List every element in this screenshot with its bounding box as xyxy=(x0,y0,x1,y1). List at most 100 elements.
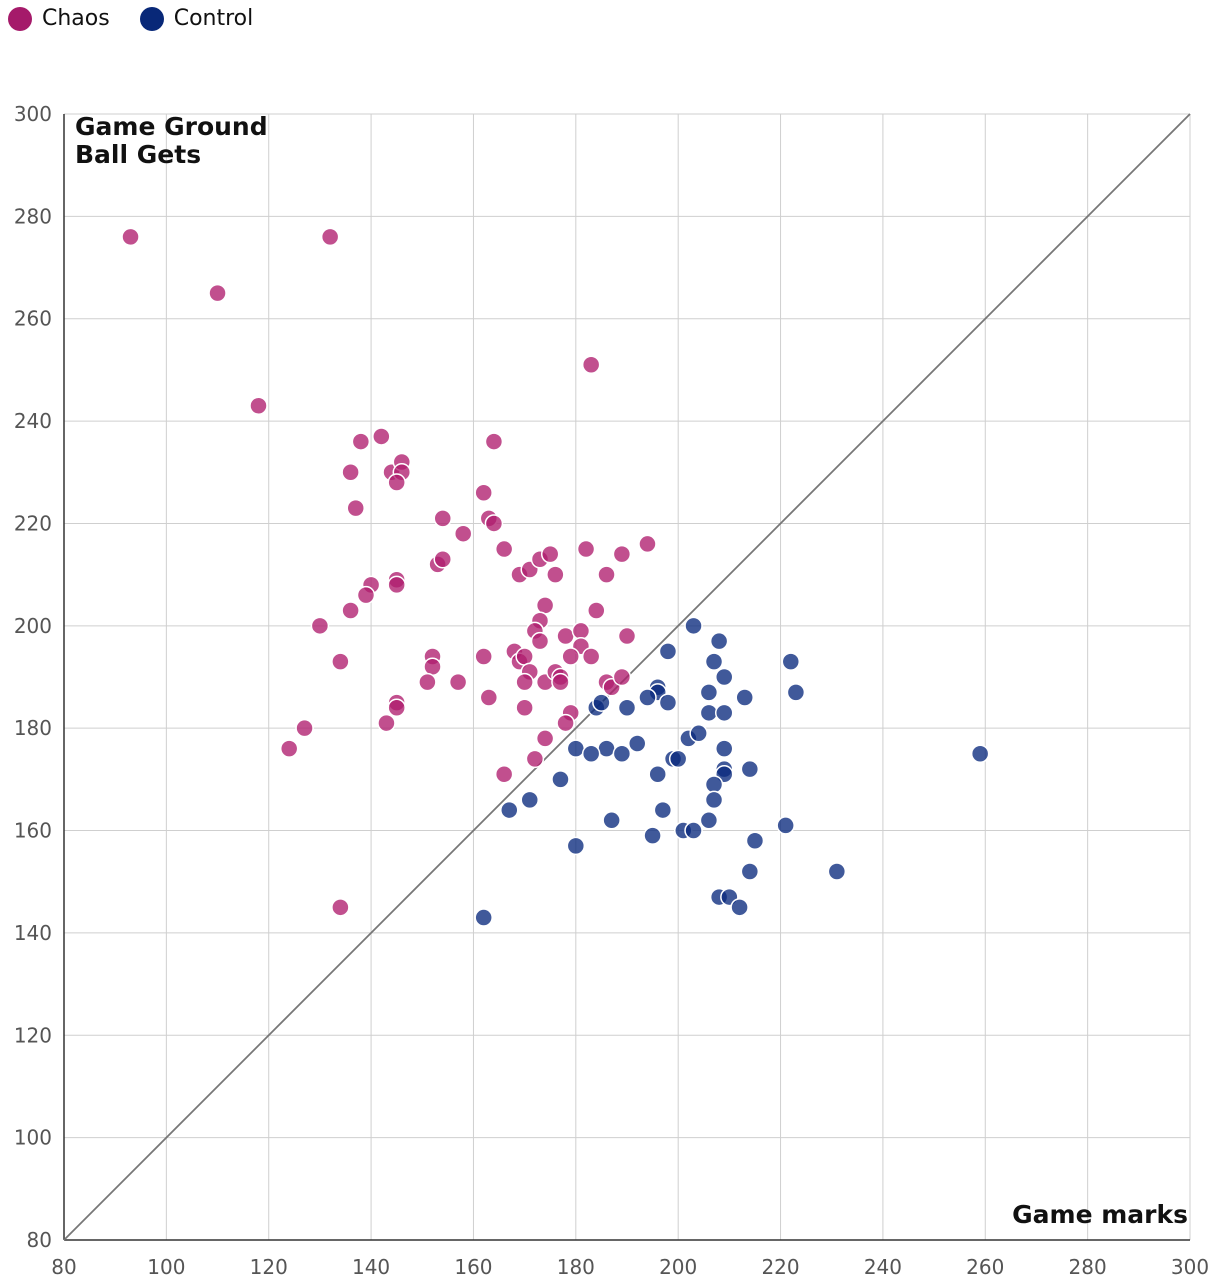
point-control-34 xyxy=(520,790,540,810)
point-control-17 xyxy=(714,703,734,723)
point-chaos-45 xyxy=(546,565,565,584)
y-tick-label-280: 280 xyxy=(14,204,52,228)
point-chaos-40 xyxy=(331,898,350,917)
point-chaos-53 xyxy=(530,631,550,651)
point-control-8 xyxy=(735,688,754,707)
point-chaos-38 xyxy=(474,647,493,666)
point-chaos-69 xyxy=(581,647,601,666)
point-control-46 xyxy=(740,862,760,881)
point-chaos-76 xyxy=(535,729,555,748)
point-control-16 xyxy=(699,703,719,723)
point-chaos-37 xyxy=(448,672,468,692)
x-tick-label-80: 80 xyxy=(51,1255,76,1279)
point-chaos-11 xyxy=(387,473,406,492)
point-chaos-1 xyxy=(208,283,227,303)
y-tick-label-260: 260 xyxy=(14,307,52,331)
point-chaos-61 xyxy=(515,647,534,666)
point-control-38 xyxy=(602,811,621,830)
point-chaos-0 xyxy=(121,227,140,247)
point-chaos-44 xyxy=(540,544,560,564)
point-chaos-33 xyxy=(387,698,406,717)
point-chaos-30 xyxy=(295,718,314,738)
x-tick-label-100: 100 xyxy=(147,1255,185,1279)
point-control-19 xyxy=(689,724,708,743)
x-tick-label-280: 280 xyxy=(1069,1255,1107,1279)
axis-ticks: 80 100 120 140 160 180 200 220 240 260 280 300 80 100… xyxy=(14,102,1209,1279)
point-control-1 xyxy=(709,631,729,651)
point-chaos-12 xyxy=(346,498,365,518)
point-control-43 xyxy=(566,836,586,856)
point-control-11 xyxy=(638,688,657,707)
legend-item-control[interactable]: Control xyxy=(139,6,254,31)
point-chaos-67 xyxy=(551,672,570,692)
y-tick-label-300: 300 xyxy=(14,102,52,126)
legend-swatch-control xyxy=(139,6,164,31)
y-tick-label-100: 100 xyxy=(14,1126,52,1150)
grid xyxy=(63,113,1191,1241)
point-chaos-31 xyxy=(377,713,396,733)
series-chaos xyxy=(121,227,657,917)
point-control-31 xyxy=(704,775,724,794)
point-chaos-49 xyxy=(638,534,657,554)
point-control-20 xyxy=(627,734,647,753)
point-chaos-26 xyxy=(341,601,360,620)
point-control-50 xyxy=(730,898,749,917)
point-control-37 xyxy=(704,790,724,810)
point-chaos-50 xyxy=(535,596,555,615)
x-tick-label-180: 180 xyxy=(557,1255,595,1279)
point-chaos-28 xyxy=(331,652,350,671)
point-chaos-77 xyxy=(525,749,545,769)
point-control-23 xyxy=(581,744,601,764)
point-chaos-15 xyxy=(484,432,504,451)
point-chaos-18 xyxy=(484,514,504,533)
point-control-51 xyxy=(474,908,493,927)
point-control-32 xyxy=(648,764,667,784)
point-control-41 xyxy=(684,821,703,840)
legend: Chaos Control xyxy=(8,6,253,31)
point-control-52 xyxy=(970,744,990,764)
x-tick-label-220: 220 xyxy=(761,1255,799,1279)
y-tick-label-160: 160 xyxy=(14,819,52,843)
point-chaos-35 xyxy=(423,657,442,677)
point-control-13 xyxy=(617,698,637,717)
point-control-22 xyxy=(566,739,586,758)
y-tick-label-80: 80 xyxy=(27,1228,52,1252)
point-control-21 xyxy=(597,739,616,758)
point-chaos-68 xyxy=(561,647,580,666)
y-tick-label-200: 200 xyxy=(14,614,52,638)
point-chaos-47 xyxy=(597,565,616,584)
legend-label-control: Control xyxy=(173,6,254,31)
point-control-47 xyxy=(827,862,847,881)
legend-item-chaos[interactable]: Chaos xyxy=(8,6,110,31)
point-control-30 xyxy=(740,759,760,779)
point-chaos-25 xyxy=(387,575,406,595)
point-chaos-75 xyxy=(556,713,575,733)
point-chaos-55 xyxy=(571,621,591,641)
point-control-2 xyxy=(658,642,678,661)
point-control-4 xyxy=(714,667,734,687)
y-axis-label-line-1: Game Ground xyxy=(75,112,268,141)
point-chaos-23 xyxy=(356,585,376,605)
y-tick-label-240: 240 xyxy=(14,409,52,433)
point-control-24 xyxy=(612,744,632,764)
legend-label-chaos: Chaos xyxy=(42,6,110,31)
point-control-12 xyxy=(658,693,678,712)
point-chaos-21 xyxy=(433,550,452,569)
point-control-44 xyxy=(745,831,765,851)
point-control-7 xyxy=(699,683,719,702)
point-chaos-63 xyxy=(515,672,534,692)
point-chaos-58 xyxy=(617,626,637,646)
y-tick-label-140: 140 xyxy=(14,921,52,945)
point-chaos-39 xyxy=(479,688,499,707)
point-chaos-4 xyxy=(581,355,601,375)
point-control-15 xyxy=(592,693,611,712)
point-control-39 xyxy=(699,811,719,830)
y-tick-label-180: 180 xyxy=(14,716,52,740)
point-chaos-3 xyxy=(320,227,340,247)
point-control-26 xyxy=(668,749,688,769)
point-chaos-19 xyxy=(494,539,514,559)
y-tick-label-220: 220 xyxy=(14,511,52,535)
point-chaos-2 xyxy=(249,396,268,415)
x-axis-label: Game marks xyxy=(1012,1200,1188,1229)
